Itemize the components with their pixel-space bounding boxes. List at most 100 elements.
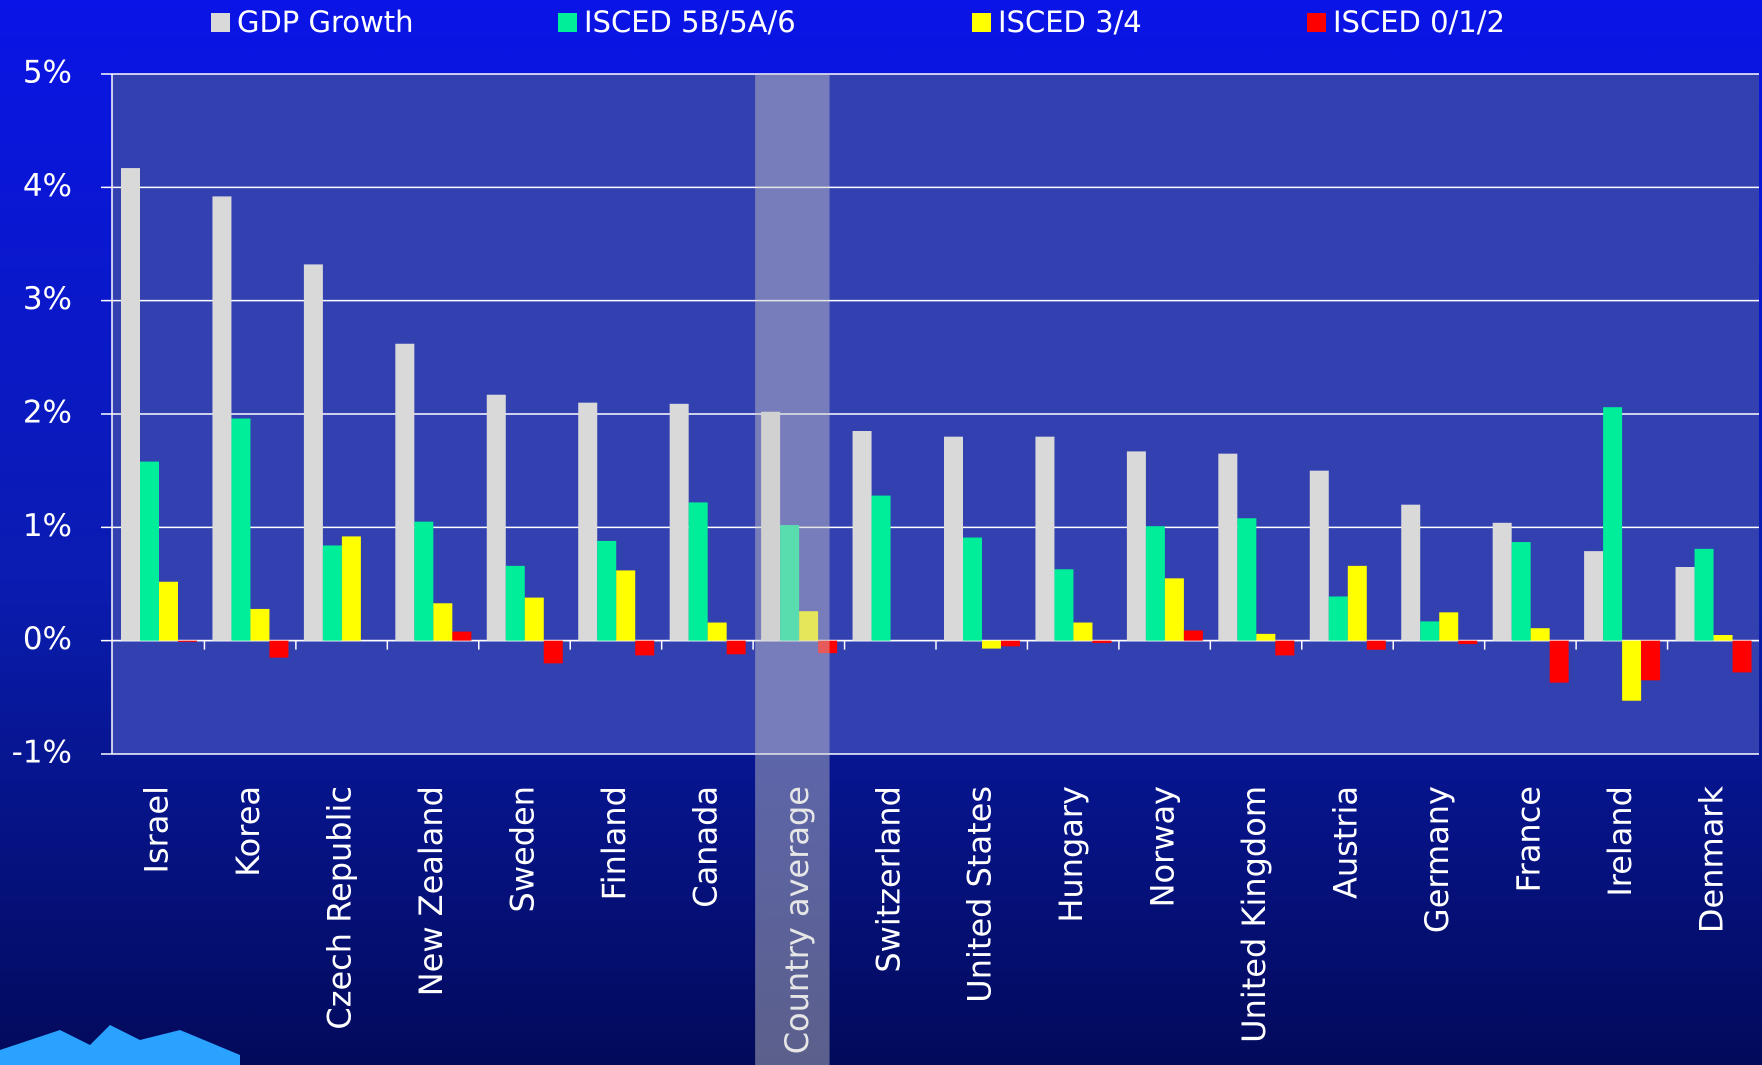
y-tick-label: 5% [23,55,72,91]
bar [1309,470,1329,641]
bar [1001,640,1020,647]
bar [1420,621,1440,641]
x-tick-label: Switzerland [869,786,907,973]
y-tick-label: 0% [23,621,72,657]
bar [578,402,598,641]
bar [1622,640,1642,701]
x-tick-label: United States [961,786,999,1003]
y-tick-label: 1% [23,508,72,544]
bar [871,495,891,641]
bar [121,168,140,641]
x-tick-label: Norway [1144,786,1182,907]
bar [395,343,415,641]
bar [1218,453,1238,641]
bar [1439,612,1459,641]
bar [1492,522,1512,641]
bar [524,597,544,641]
x-tick-label: Ireland [1601,786,1639,897]
bar [1401,504,1421,641]
bar [1256,633,1276,641]
bar [1145,526,1165,641]
bar [1366,640,1386,650]
decoration [0,1025,240,1065]
bar [1328,596,1348,641]
bar [1549,640,1569,683]
bar [543,640,563,664]
bar [159,581,178,641]
bar [1347,565,1367,641]
bar [1511,542,1531,641]
bar [963,537,982,641]
bar [140,461,159,641]
bar [761,411,781,641]
bar [726,640,746,655]
x-tick-label: Czech Republic [321,786,359,1030]
bar [178,640,197,642]
bar [852,431,872,641]
bar [1073,622,1093,641]
bar [1092,640,1112,643]
x-tick-label: France [1509,786,1547,892]
bar [505,565,525,641]
legend-label: ISCED 3/4 [998,5,1142,39]
bar [799,611,819,641]
bar [1183,630,1203,641]
legend-swatch [558,13,577,32]
bar [212,196,232,641]
bar [1675,567,1695,641]
x-tick-label: Korea [229,786,267,877]
bar [1694,548,1714,641]
y-tick-label: -1% [12,735,72,771]
x-tick-label: New Zealand [412,786,450,996]
x-tick-label: Country average [778,786,816,1054]
y-tick-label: 2% [23,395,72,431]
legend-swatch [1307,13,1326,32]
bar [231,418,251,641]
bar [780,525,800,641]
bar [1237,518,1257,641]
bar [1584,551,1604,641]
bar [322,545,342,641]
bar [616,570,636,641]
bar [452,631,472,641]
x-tick-label: Finland [595,786,633,900]
bar [1530,628,1550,641]
bar [818,640,838,654]
bar [1035,436,1055,641]
x-tick-label: Sweden [504,786,542,912]
legend-swatch [972,13,991,32]
x-tick-label: Israel [138,786,176,873]
legend-label: GDP Growth [237,5,413,39]
bar [1732,640,1752,673]
x-tick-label: Austria [1327,786,1365,899]
y-tick-label: 3% [23,281,72,317]
highlight-band [755,74,830,1065]
bar [433,603,453,641]
bar [414,521,434,641]
bar [669,403,689,641]
x-tick-label: Germany [1418,786,1456,933]
bar [982,640,1001,649]
legend-label: ISCED 0/1/2 [1333,5,1505,39]
bar [269,640,289,658]
bar [1603,407,1623,641]
bar [597,540,617,641]
x-tick-label: Hungary [1052,786,1090,923]
bar [1275,640,1295,656]
bar [1054,569,1074,641]
bar [688,502,708,641]
bar [944,436,963,641]
bar [486,394,506,641]
bar [250,608,270,641]
legend-label: ISCED 5B/5A/6 [584,5,796,39]
bar [303,264,323,641]
x-tick-label: Denmark [1692,786,1730,934]
legend-swatch [211,13,230,32]
bar [1713,635,1733,641]
bar [1641,640,1661,681]
bar [1164,578,1184,641]
x-tick-label: United Kingdom [1235,786,1273,1043]
bar [707,622,727,641]
bar [341,536,361,641]
